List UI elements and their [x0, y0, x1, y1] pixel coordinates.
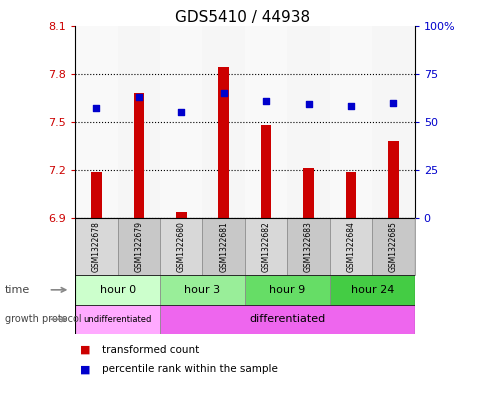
Text: ■: ■ — [80, 364, 91, 375]
Bar — [371, 26, 414, 218]
Bar — [329, 218, 372, 275]
Bar — [244, 275, 329, 305]
Bar — [117, 218, 160, 275]
Bar — [75, 218, 117, 275]
Bar — [244, 26, 287, 218]
Bar — [244, 218, 287, 275]
Bar — [75, 26, 117, 218]
Text: percentile rank within the sample: percentile rank within the sample — [102, 364, 277, 375]
Point — [177, 109, 185, 115]
Point — [92, 105, 100, 112]
Text: GSM1322680: GSM1322680 — [176, 221, 185, 272]
Bar — [160, 305, 414, 334]
Text: GSM1322684: GSM1322684 — [346, 221, 355, 272]
Text: ■: ■ — [80, 345, 91, 355]
Bar — [202, 218, 244, 275]
Text: hour 3: hour 3 — [184, 285, 220, 295]
Bar — [160, 26, 202, 218]
Bar — [133, 93, 144, 218]
Point — [219, 90, 227, 96]
Bar — [176, 212, 186, 218]
Text: GSM1322681: GSM1322681 — [219, 221, 228, 272]
Point — [389, 99, 396, 106]
Text: hour 0: hour 0 — [99, 285, 136, 295]
Bar — [91, 172, 102, 218]
Text: undifferentiated: undifferentiated — [83, 315, 151, 324]
Text: time: time — [5, 285, 30, 295]
Bar — [329, 26, 371, 218]
Text: hour 24: hour 24 — [350, 285, 393, 295]
Bar — [218, 67, 228, 218]
Bar — [387, 141, 398, 218]
Bar — [202, 26, 244, 218]
Bar — [287, 26, 329, 218]
Point — [304, 101, 312, 108]
Bar — [372, 218, 414, 275]
Text: growth protocol: growth protocol — [5, 314, 81, 324]
Point — [135, 94, 142, 100]
Text: GSM1322685: GSM1322685 — [388, 221, 397, 272]
Bar — [287, 218, 329, 275]
Text: GSM1322682: GSM1322682 — [261, 221, 270, 272]
Bar — [345, 172, 356, 218]
Point — [262, 97, 270, 104]
Bar — [260, 125, 271, 218]
Text: GSM1322679: GSM1322679 — [134, 221, 143, 272]
Text: GSM1322683: GSM1322683 — [303, 221, 313, 272]
Text: GSM1322678: GSM1322678 — [91, 221, 101, 272]
Point — [347, 103, 354, 110]
Bar — [160, 218, 202, 275]
Bar — [302, 168, 313, 218]
Bar — [329, 275, 414, 305]
Bar — [75, 305, 160, 334]
Bar — [75, 275, 160, 305]
Text: hour 9: hour 9 — [269, 285, 305, 295]
Text: differentiated: differentiated — [249, 314, 325, 324]
Text: transformed count: transformed count — [102, 345, 199, 355]
Text: GDS5410 / 44938: GDS5410 / 44938 — [175, 10, 309, 25]
Bar — [160, 275, 244, 305]
Bar — [117, 26, 160, 218]
